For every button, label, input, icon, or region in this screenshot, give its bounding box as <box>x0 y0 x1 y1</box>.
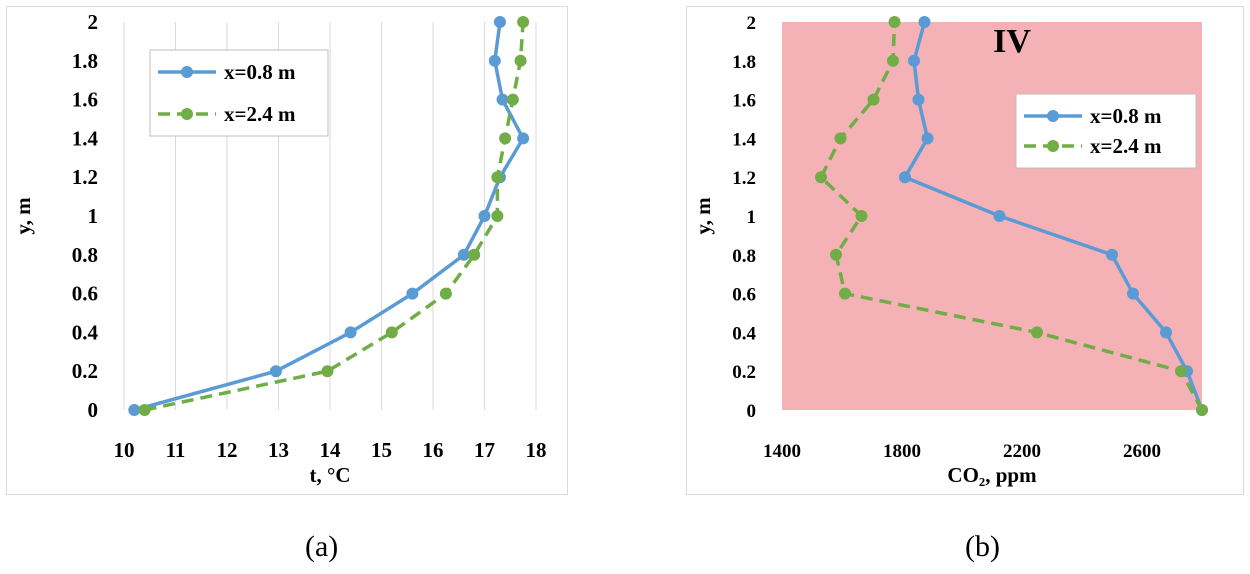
x-tick-label-b-2: 2200 <box>1003 441 1041 462</box>
y-tick-label-b-9: 1.8 <box>732 52 756 73</box>
y-tick-label-a-5: 1 <box>88 204 99 228</box>
data-point-b-2-5 <box>855 210 868 222</box>
data-point-a-1-9 <box>488 54 501 67</box>
x-axis-title-a: t, °C <box>309 463 350 487</box>
legend-label-b-1: x=0.8 m <box>1090 104 1162 128</box>
y-axis-title-a: y, m <box>11 197 35 235</box>
x-tick-label-b-0: 1400 <box>763 441 801 462</box>
y-tick-label-a-2: 0.4 <box>72 320 99 344</box>
data-point-a-2-3 <box>439 287 452 300</box>
legend-box-b <box>1015 93 1197 169</box>
data-point-a-2-7 <box>499 132 512 145</box>
data-point-a-2-5 <box>491 210 504 222</box>
x-tick-label-a-4: 14 <box>320 438 342 462</box>
x-tick-label-a-5: 15 <box>371 438 392 462</box>
y-tick-label-b-0: 0 <box>747 401 757 422</box>
x-tick-label-b-1: 1800 <box>883 441 921 462</box>
x-tick-label-a-0: 10 <box>114 438 135 462</box>
y-tick-label-a-4: 0.8 <box>72 243 98 267</box>
data-point-a-1-4 <box>457 248 470 261</box>
data-point-a-2-1 <box>321 365 334 378</box>
y-tick-label-a-1: 0.2 <box>72 359 98 383</box>
data-point-b-1-8 <box>912 93 925 106</box>
data-point-a-2-0 <box>138 404 151 416</box>
data-point-b-1-2 <box>1160 326 1172 339</box>
annotation-label-b: IV <box>993 23 1031 60</box>
y-tick-label-b-10: 2 <box>747 13 757 34</box>
data-point-a-1-2 <box>344 326 357 339</box>
x-tick-label-a-2: 12 <box>217 438 238 462</box>
legend-label-b-2: x=2.4 m <box>1090 134 1162 158</box>
y-tick-label-b-2: 0.4 <box>732 323 756 344</box>
caption-a: (a) <box>305 530 339 563</box>
legend-marker-a-1 <box>181 66 193 78</box>
data-point-a-1-8 <box>496 93 509 106</box>
y-tick-label-a-3: 0.6 <box>72 282 98 306</box>
x-tick-label-a-7: 17 <box>474 438 495 462</box>
data-point-a-1-0 <box>128 404 141 416</box>
data-point-b-1-7 <box>921 132 934 145</box>
y-tick-label-a-0: 0 <box>88 398 99 422</box>
data-point-b-1-6 <box>899 171 911 184</box>
x-tick-label-a-1: 11 <box>166 438 186 462</box>
data-point-b-2-1 <box>1175 365 1187 378</box>
data-point-b-1-3 <box>1127 287 1139 300</box>
y-tick-label-b-1: 0.2 <box>732 362 756 383</box>
data-point-b-1-5 <box>993 210 1006 222</box>
y-axis-title-b: y, m <box>691 197 715 235</box>
caption-b: (b) <box>965 530 1000 563</box>
y-tick-label-b-7: 1.4 <box>732 129 756 150</box>
y-tick-label-b-8: 1.6 <box>732 91 756 112</box>
data-point-b-2-3 <box>839 287 851 300</box>
legend-marker-b-2 <box>1047 140 1059 152</box>
x-tick-label-a-6: 16 <box>423 438 444 462</box>
y-tick-label-a-6: 1.2 <box>72 165 98 189</box>
data-point-b-2-9 <box>887 54 899 67</box>
data-point-b-2-4 <box>830 248 842 261</box>
y-tick-label-a-9: 1.8 <box>72 49 98 73</box>
x-tick-label-a-8: 18 <box>526 438 547 462</box>
data-point-a-2-2 <box>385 326 398 339</box>
legend-label-a-2: x=2.4 m <box>224 102 296 126</box>
y-tick-label-b-3: 0.6 <box>732 285 756 306</box>
legend-label-a-1: x=0.8 m <box>224 60 296 84</box>
data-point-b-2-6 <box>815 171 827 184</box>
data-point-a-2-8 <box>506 93 519 106</box>
x-axis-title-b: CO₂, ppm <box>947 463 1037 487</box>
legend-marker-b-1 <box>1047 110 1059 122</box>
y-tick-label-b-5: 1 <box>747 207 757 228</box>
data-point-b-1-10 <box>918 16 931 28</box>
data-point-b-1-9 <box>908 54 920 67</box>
legend-box-a <box>149 49 329 137</box>
data-point-a-1-1 <box>269 365 282 378</box>
legend-marker-a-2 <box>181 108 193 120</box>
data-point-b-2-7 <box>834 132 847 145</box>
data-point-b-2-2 <box>1031 326 1043 339</box>
data-point-b-2-8 <box>867 93 880 106</box>
x-tick-label-b-3: 2600 <box>1123 441 1161 462</box>
plot-background-b <box>782 22 1202 410</box>
data-point-b-2-10 <box>888 16 901 28</box>
data-point-a-1-10 <box>493 16 506 28</box>
y-tick-label-a-10: 2 <box>88 10 99 34</box>
y-tick-label-a-8: 1.6 <box>72 88 98 112</box>
y-tick-label-b-6: 1.2 <box>732 168 756 189</box>
data-point-a-2-10 <box>517 16 530 28</box>
data-point-a-2-9 <box>514 54 527 67</box>
data-point-a-1-7 <box>517 132 530 145</box>
data-point-a-1-3 <box>406 287 419 300</box>
data-point-a-1-5 <box>478 210 491 222</box>
data-point-a-2-4 <box>468 248 481 261</box>
data-point-b-1-4 <box>1106 248 1118 261</box>
x-tick-label-a-3: 13 <box>268 438 289 462</box>
y-tick-label-b-4: 0.8 <box>732 246 756 267</box>
data-point-b-2-0 <box>1196 404 1208 416</box>
data-point-a-2-6 <box>491 171 504 184</box>
y-tick-label-a-7: 1.4 <box>72 126 99 150</box>
